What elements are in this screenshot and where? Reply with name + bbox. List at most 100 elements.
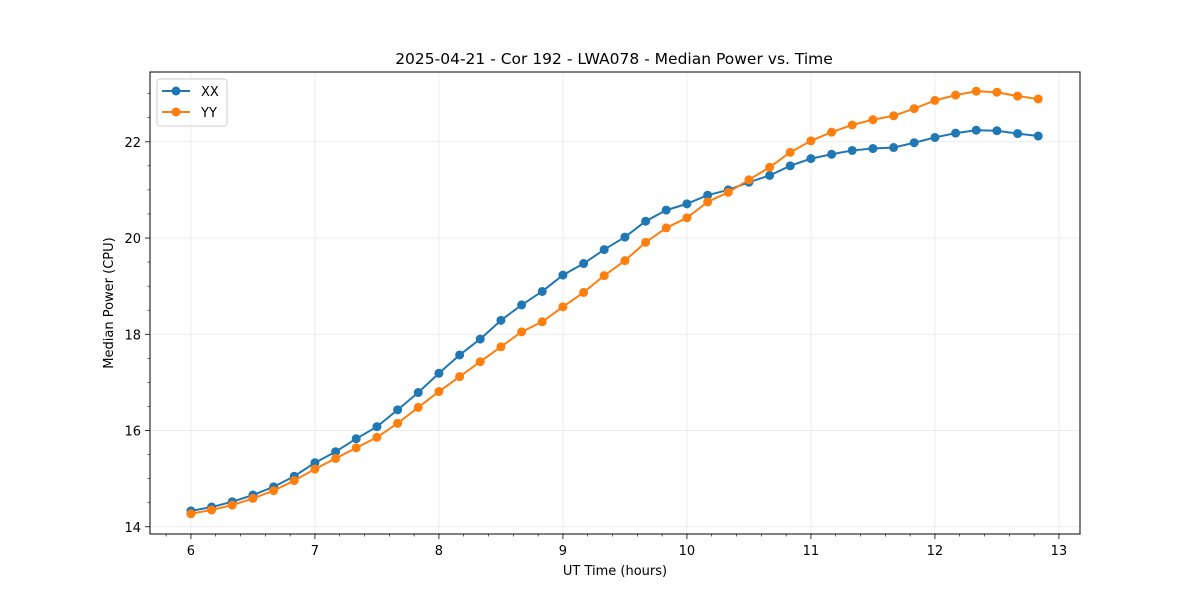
y-tick-label: 18 xyxy=(124,328,141,343)
data-point-yy xyxy=(703,197,713,207)
data-point-yy xyxy=(889,111,899,121)
data-point-yy xyxy=(744,175,754,185)
data-point-yy xyxy=(496,342,506,352)
data-point-yy xyxy=(475,357,485,367)
data-point-xx xyxy=(868,144,878,154)
x-axis-label: UT Time (hours) xyxy=(563,564,667,579)
y-tick-label: 16 xyxy=(124,425,141,440)
y-tick-label: 20 xyxy=(124,232,141,247)
data-point-xx xyxy=(930,132,940,142)
data-point-xx xyxy=(971,125,981,135)
legend: XX YY xyxy=(156,78,228,127)
data-point-xx xyxy=(579,259,589,269)
data-point-yy xyxy=(579,287,589,297)
x-tick-label: 12 xyxy=(927,544,944,559)
data-point-xx xyxy=(785,161,795,171)
y-tick-label: 14 xyxy=(124,521,141,536)
data-point-yy xyxy=(289,476,299,486)
data-point-xx xyxy=(661,205,671,215)
data-point-xx xyxy=(765,170,775,180)
data-point-xx xyxy=(496,315,506,325)
data-point-xx xyxy=(475,334,485,344)
x-tick-label: 10 xyxy=(679,544,696,559)
data-point-xx xyxy=(372,422,382,432)
y-axis-label: Median Power (CPU) xyxy=(102,237,117,368)
axis-ticks: 6 7 8 9 10 11 12 13 14 16 18 20 22 xyxy=(124,93,1068,559)
data-point-xx xyxy=(558,270,568,280)
data-point-yy xyxy=(930,95,940,105)
data-point-yy xyxy=(207,505,217,515)
data-point-xx xyxy=(434,368,444,378)
legend-marker-yy xyxy=(171,107,181,117)
y-tick-label: 22 xyxy=(124,136,141,151)
plot-series xyxy=(186,86,1043,519)
data-point-yy xyxy=(992,87,1002,97)
data-point-xx xyxy=(703,190,713,200)
data-point-yy xyxy=(393,418,403,428)
series-xx xyxy=(186,125,1043,516)
x-tick-label: 13 xyxy=(1051,544,1068,559)
data-point-yy xyxy=(641,237,651,247)
data-point-yy xyxy=(661,223,671,233)
legend-marker-xx xyxy=(171,86,181,96)
data-point-yy xyxy=(951,90,961,100)
data-point-xx xyxy=(413,388,423,398)
series-yy xyxy=(186,86,1043,519)
legend-label-yy: YY xyxy=(200,106,217,121)
data-point-yy xyxy=(269,486,279,496)
data-point-yy xyxy=(351,443,361,453)
data-point-xx xyxy=(889,143,899,153)
data-point-yy xyxy=(868,115,878,125)
data-point-xx xyxy=(537,286,547,296)
data-point-xx xyxy=(393,405,403,415)
data-point-yy xyxy=(331,453,341,463)
data-point-xx xyxy=(517,300,527,310)
data-point-xx xyxy=(331,447,341,457)
data-point-yy xyxy=(434,387,444,397)
data-point-yy xyxy=(1033,94,1043,104)
x-tick-label: 6 xyxy=(187,544,195,559)
data-point-yy xyxy=(248,493,258,503)
data-point-yy xyxy=(682,213,692,223)
data-point-yy xyxy=(537,317,547,327)
data-point-xx xyxy=(1033,131,1043,141)
data-point-yy xyxy=(558,302,568,312)
data-point-xx xyxy=(599,245,609,255)
data-point-xx xyxy=(351,434,361,444)
legend-label-xx: XX xyxy=(201,85,219,100)
x-tick-label: 11 xyxy=(803,544,820,559)
data-point-xx xyxy=(310,458,320,468)
data-point-yy xyxy=(847,120,857,130)
data-point-yy xyxy=(827,127,837,137)
data-point-xx xyxy=(992,126,1002,136)
data-point-yy xyxy=(186,509,196,519)
plot-area-frame xyxy=(149,71,1081,535)
data-point-yy xyxy=(413,402,423,412)
x-tick-label: 8 xyxy=(435,544,443,559)
data-point-yy xyxy=(599,271,609,281)
data-point-yy xyxy=(372,432,382,442)
data-point-xx xyxy=(951,128,961,138)
data-point-yy xyxy=(310,464,320,474)
chart-title: 2025-04-21 - Cor 192 - LWA078 - Median P… xyxy=(395,50,833,68)
x-tick-label: 9 xyxy=(559,544,567,559)
data-point-yy xyxy=(971,86,981,96)
data-point-xx xyxy=(682,199,692,209)
data-point-yy xyxy=(517,327,527,337)
data-point-yy xyxy=(723,187,733,197)
data-point-yy xyxy=(620,256,630,266)
data-point-xx xyxy=(455,350,465,360)
data-point-xx xyxy=(806,154,816,164)
data-point-xx xyxy=(827,149,837,159)
data-point-xx xyxy=(1013,129,1023,139)
data-point-yy xyxy=(455,372,465,382)
data-point-yy xyxy=(765,162,775,172)
data-point-yy xyxy=(1013,91,1023,101)
x-tick-label: 7 xyxy=(311,544,319,559)
data-point-yy xyxy=(909,104,919,114)
data-point-xx xyxy=(620,232,630,242)
data-point-xx xyxy=(909,138,919,148)
grid xyxy=(150,72,1080,534)
data-point-yy xyxy=(806,136,816,146)
